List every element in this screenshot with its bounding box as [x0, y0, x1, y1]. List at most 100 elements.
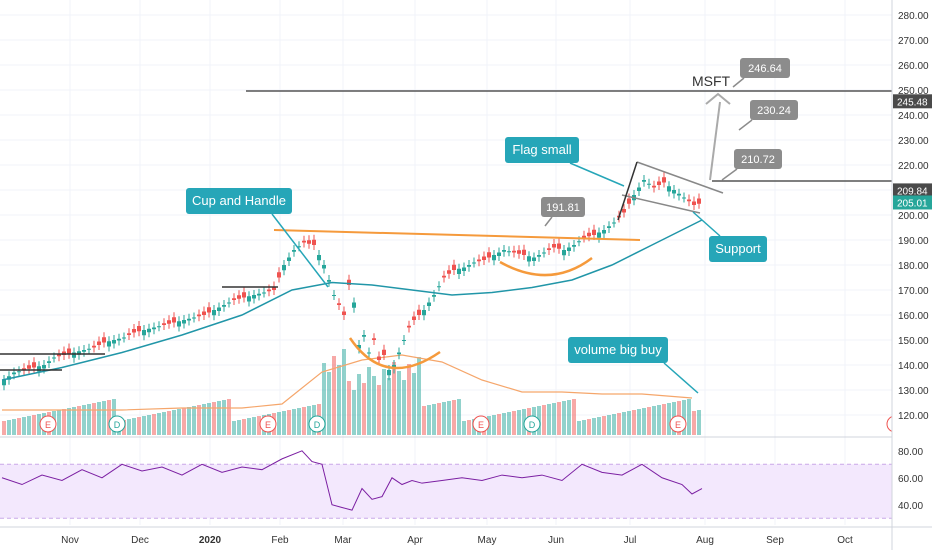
callout-pointer [732, 77, 745, 88]
volume-bar [602, 416, 606, 435]
volume-bar [277, 412, 281, 435]
time-tick-label: Jul [624, 535, 637, 546]
volume-bar [407, 364, 411, 435]
volume-bar [102, 401, 106, 435]
candle [667, 186, 671, 192]
event-marker-label: E [45, 420, 51, 430]
volume-bar [142, 416, 146, 435]
volume-bar [12, 419, 16, 435]
candle [22, 368, 26, 370]
volume-bar [697, 410, 701, 435]
callouts: 246.64 230.24 210.72 191.81 Cup and Handle Fl… [186, 58, 798, 394]
volume-bar [377, 385, 381, 435]
candle [57, 354, 61, 357]
candle [502, 250, 506, 252]
cup-rim-line [273, 229, 641, 241]
volume-bar [167, 411, 171, 435]
volume-bar [192, 406, 196, 435]
candle [602, 230, 606, 234]
candle [197, 314, 201, 317]
callout-box [568, 337, 668, 363]
candle [82, 350, 86, 352]
candle [52, 357, 56, 359]
volume-bar [507, 412, 511, 435]
volume-bar [212, 402, 216, 435]
price-tag-label: 205.01 [897, 198, 928, 209]
event-marker-label: D [529, 420, 536, 430]
candle [422, 310, 426, 316]
volume-bar [552, 403, 556, 435]
event-marker [523, 415, 541, 433]
volume-bar [17, 418, 21, 435]
price-tick-label: 190.00 [898, 236, 929, 247]
volume-bar [647, 407, 651, 435]
price-tick-label: 130.00 [898, 386, 929, 397]
volume-bar [217, 401, 221, 435]
candle [77, 351, 81, 355]
rsi-band [0, 464, 892, 519]
candle [512, 250, 516, 253]
volume-bar [282, 411, 286, 435]
callout-pointer [663, 362, 699, 394]
callout-box [505, 137, 579, 163]
time-tick-label: Apr [407, 535, 423, 546]
candle [287, 257, 291, 261]
candle [217, 307, 221, 311]
candle [447, 270, 451, 274]
candle [172, 317, 176, 323]
price-tag-label: 245.48 [897, 97, 928, 108]
volume-bar [497, 414, 501, 435]
volume-bar [297, 408, 301, 435]
time-tick-label: Mar [334, 535, 352, 546]
event-marker-label: E [675, 420, 681, 430]
volume-bar [492, 415, 496, 435]
time-tick-label: Aug [696, 535, 714, 546]
callout-text: 191.81 [546, 202, 580, 214]
volume-bar [202, 404, 206, 435]
callout-box [709, 236, 767, 262]
volume-bar [382, 369, 386, 435]
candle [382, 349, 386, 355]
candle [312, 239, 316, 245]
candle [507, 251, 511, 253]
volume-bar [462, 421, 466, 435]
candle [477, 259, 481, 262]
price-tick-label: 180.00 [898, 261, 929, 272]
candle [302, 240, 306, 243]
callout-text: Support [715, 241, 761, 256]
volume-bar [467, 420, 471, 435]
volume-bar [177, 409, 181, 435]
candle [277, 272, 281, 278]
volume-bar [572, 399, 576, 435]
candle [102, 337, 106, 343]
event-marker [308, 415, 326, 433]
candle [97, 341, 101, 345]
candle [587, 232, 591, 237]
volume-bar [692, 411, 696, 435]
candle [372, 338, 376, 340]
volume-bar [252, 417, 256, 435]
callout-pointer [721, 168, 738, 181]
price-tick-label: 260.00 [898, 61, 929, 72]
candle [377, 356, 381, 360]
volume-bar [592, 418, 596, 435]
volume-bar [347, 381, 351, 435]
candle [692, 201, 696, 205]
volume-bar [97, 402, 101, 435]
candle [457, 268, 461, 274]
volume-bar [392, 362, 396, 435]
candle [427, 302, 431, 306]
event-marker [472, 415, 490, 433]
volume-bar [67, 408, 71, 435]
callout-text: Cup and Handle [192, 193, 286, 208]
time-axis: Nov Dec 2020 Feb Mar Apr May Jun Jul Aug Sep Oct [61, 535, 853, 546]
candle [267, 289, 271, 292]
rsi-line [1, 450, 703, 511]
volume-bar [27, 416, 31, 435]
candle [577, 241, 581, 243]
volume-bar [657, 405, 661, 435]
volume-bar [327, 372, 331, 435]
drawings [0, 90, 932, 371]
